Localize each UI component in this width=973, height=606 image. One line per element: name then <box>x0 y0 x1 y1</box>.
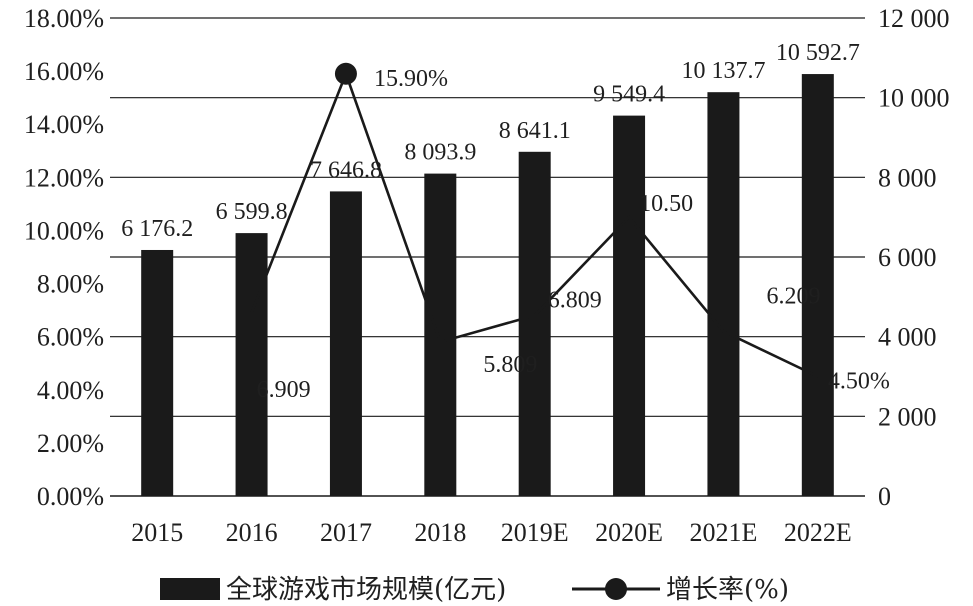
x-tick-label: 2022E <box>784 518 852 547</box>
x-tick-label: 2015 <box>131 518 183 547</box>
growth-value-label: 6.209 <box>766 283 820 309</box>
y-right-tick-label: 10 000 <box>878 84 950 113</box>
x-tick-label: 2016 <box>226 518 278 547</box>
growth-value-label: 5.809 <box>483 352 537 378</box>
bar-value-label: 6 599.8 <box>216 199 288 225</box>
bar-value-label: 7 646.8 <box>310 157 382 183</box>
bar <box>801 74 834 497</box>
growth-value-label: 6.809 <box>548 287 602 313</box>
bar <box>613 115 646 496</box>
y-left-tick-label: 0.00% <box>37 482 104 511</box>
growth-value-label: 15.90% <box>374 66 448 92</box>
y-right-tick-label: 0 <box>878 482 891 511</box>
x-tick-label: 2017 <box>320 518 372 547</box>
y-left-tick-label: 14.00% <box>24 110 104 139</box>
legend-bar-swatch <box>160 578 220 600</box>
bar-value-label: 10 137.7 <box>681 58 765 84</box>
bar <box>518 151 551 496</box>
x-tick-label: 2019E <box>501 518 569 547</box>
y-right-tick-label: 6 000 <box>878 243 937 272</box>
y-right-tick-label: 8 000 <box>878 163 937 192</box>
legend: 全球游戏市场规模(亿元) 增长率(%) <box>160 575 789 605</box>
bar <box>329 191 362 496</box>
growth-peak-marker <box>334 62 357 85</box>
bar <box>424 173 457 496</box>
x-tick-label: 2018 <box>414 518 466 547</box>
y-left-tick-label: 2.00% <box>37 429 104 458</box>
bar-series <box>141 74 834 497</box>
bar-value-label: 10 592.7 <box>776 40 860 66</box>
bar-value-label: 6 176.2 <box>121 216 193 242</box>
axis-ticks: 0.00% 2.00% 4.00% 6.00% 8.00% 10.00% 12.00% 14.… <box>24 4 950 547</box>
growth-value-label: 4.50% <box>828 369 890 395</box>
bar-value-label: 8 093.9 <box>404 140 476 166</box>
legend-line-marker <box>605 578 627 600</box>
line-series <box>250 62 819 378</box>
y-left-tick-label: 18.00% <box>24 4 104 33</box>
bar-value-label: 8 641.1 <box>499 118 571 144</box>
y-left-tick-label: 4.00% <box>37 376 104 405</box>
y-left-tick-label: 6.00% <box>37 323 104 352</box>
grid-lines <box>110 17 865 497</box>
x-tick-label: 2020E <box>595 518 663 547</box>
y-right-tick-label: 2 000 <box>878 402 937 431</box>
growth-value-label: 6.909 <box>257 377 311 403</box>
y-left-tick-label: 16.00% <box>24 57 104 86</box>
y-left-tick-label: 8.00% <box>37 270 104 299</box>
bar-value-label: 9 549.4 <box>593 82 665 108</box>
y-right-tick-label: 12 000 <box>878 4 950 33</box>
bar <box>141 249 174 496</box>
legend-bar-label: 全球游戏市场规模(亿元) <box>226 575 506 605</box>
y-right-tick-label: 4 000 <box>878 323 937 352</box>
y-left-tick-label: 10.00% <box>24 216 104 245</box>
data-labels: 6 176.2 6 599.8 7 646.8 8 093.9 8 641.1 9 549… <box>121 40 890 403</box>
y-left-tick-label: 12.00% <box>24 163 104 192</box>
x-tick-label: 2021E <box>689 518 757 547</box>
legend-line-label: 增长率(%) <box>666 575 789 605</box>
bar <box>235 233 268 496</box>
growth-value-label: 10.50 <box>639 191 693 217</box>
bar <box>707 92 740 497</box>
